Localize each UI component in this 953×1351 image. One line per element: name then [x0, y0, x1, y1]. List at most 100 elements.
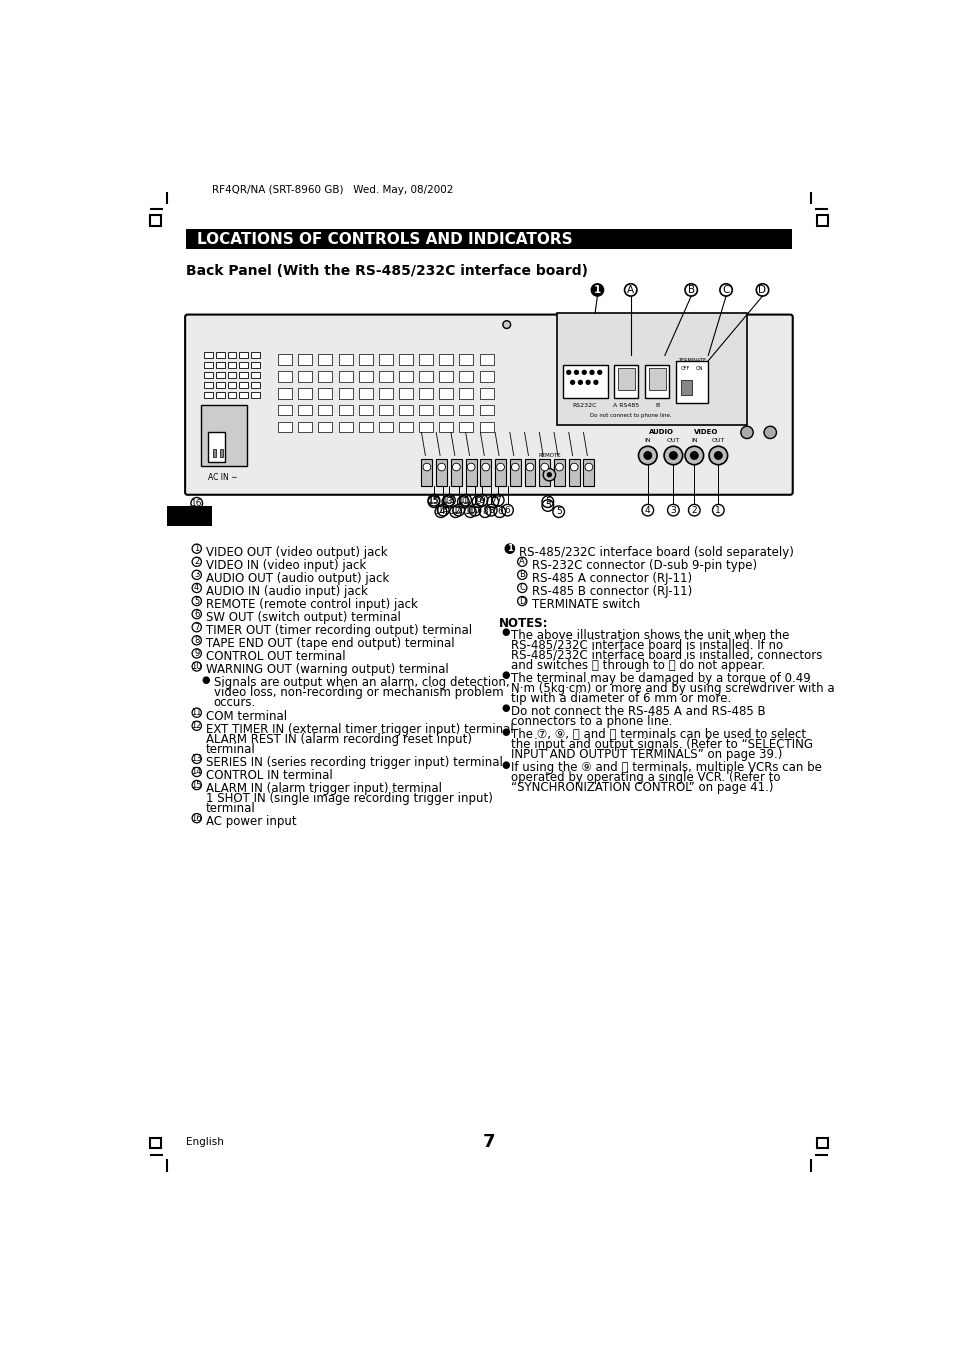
Circle shape: [555, 463, 562, 471]
Text: 5: 5: [544, 497, 550, 507]
Bar: [358, 354, 373, 365]
Bar: [358, 422, 373, 432]
Bar: [338, 422, 353, 432]
Bar: [167, 507, 212, 527]
Bar: [228, 372, 236, 378]
Bar: [816, 1138, 827, 1148]
Bar: [216, 392, 224, 397]
Circle shape: [437, 463, 445, 471]
Text: 8: 8: [193, 636, 199, 644]
Bar: [150, 1138, 161, 1148]
Bar: [398, 422, 413, 432]
Text: TAPE END OUT (tape end output) terminal: TAPE END OUT (tape end output) terminal: [206, 638, 455, 650]
Text: D: D: [518, 597, 525, 605]
Text: OUT: OUT: [666, 438, 679, 443]
Bar: [204, 351, 213, 358]
Bar: [378, 405, 393, 416]
Bar: [338, 388, 353, 399]
Text: 8: 8: [481, 507, 487, 516]
Text: 1: 1: [715, 505, 720, 515]
Text: C: C: [721, 285, 729, 295]
Text: 9: 9: [193, 648, 199, 658]
Bar: [648, 369, 665, 390]
Text: terminal: terminal: [206, 743, 255, 755]
Text: 1 SHOT IN (single image recording trigger input): 1 SHOT IN (single image recording trigge…: [206, 792, 493, 805]
Text: video loss, non-recording or mechanism problem: video loss, non-recording or mechanism p…: [213, 686, 503, 700]
Text: REMOTE (remote control input) jack: REMOTE (remote control input) jack: [206, 598, 417, 611]
Text: SW OUT (switch output) terminal: SW OUT (switch output) terminal: [206, 611, 400, 624]
Bar: [398, 354, 413, 365]
Bar: [239, 381, 248, 388]
Bar: [251, 372, 259, 378]
Circle shape: [643, 451, 651, 459]
Bar: [465, 459, 476, 486]
Bar: [439, 405, 453, 416]
Bar: [568, 459, 579, 486]
Bar: [439, 422, 453, 432]
Text: AC IN ∼: AC IN ∼: [208, 473, 237, 481]
Circle shape: [598, 370, 601, 374]
Bar: [239, 372, 248, 378]
Text: 6: 6: [497, 507, 502, 516]
Bar: [251, 351, 259, 358]
Text: 4: 4: [644, 505, 650, 515]
Text: 3: 3: [193, 570, 199, 580]
Bar: [204, 372, 213, 378]
Text: 13: 13: [192, 754, 202, 763]
Text: A RS485: A RS485: [613, 403, 639, 408]
Circle shape: [591, 284, 603, 296]
Text: OUT: OUT: [711, 438, 724, 443]
Text: 2: 2: [193, 557, 199, 566]
Circle shape: [594, 381, 598, 384]
Text: 11: 11: [192, 708, 202, 717]
Bar: [418, 405, 433, 416]
Bar: [459, 405, 473, 416]
Bar: [436, 459, 447, 486]
Text: 1: 1: [593, 285, 600, 295]
Circle shape: [502, 320, 510, 328]
Text: 16: 16: [191, 499, 202, 508]
Text: CONTROL OUT terminal: CONTROL OUT terminal: [206, 650, 345, 663]
Bar: [418, 422, 433, 432]
Text: 11: 11: [459, 496, 471, 505]
Text: 6: 6: [193, 609, 199, 619]
Text: C: C: [518, 584, 525, 593]
Bar: [338, 354, 353, 365]
Text: SERIES IN (series recording trigger input) terminal: SERIES IN (series recording trigger inpu…: [206, 755, 502, 769]
FancyBboxPatch shape: [185, 315, 792, 494]
Bar: [318, 422, 332, 432]
Bar: [421, 459, 432, 486]
Text: RS-232C connector (D-sub 9-pin type): RS-232C connector (D-sub 9-pin type): [531, 559, 756, 571]
Text: 16: 16: [192, 813, 202, 823]
Text: RS-485/232C interface board is installed, connectors: RS-485/232C interface board is installed…: [511, 648, 821, 662]
Bar: [538, 459, 550, 486]
Bar: [204, 362, 213, 367]
Circle shape: [763, 426, 776, 439]
Bar: [278, 405, 292, 416]
Text: tip with a diameter of 6 mm or more.: tip with a diameter of 6 mm or more.: [511, 692, 731, 705]
Text: REMOTE: REMOTE: [537, 453, 560, 458]
Bar: [251, 381, 259, 388]
Circle shape: [684, 446, 703, 465]
Bar: [675, 361, 707, 403]
Text: 15: 15: [192, 781, 202, 789]
Bar: [479, 422, 493, 432]
Bar: [583, 459, 594, 486]
Text: 13: 13: [443, 496, 455, 505]
Bar: [200, 405, 247, 466]
Text: A: A: [518, 557, 524, 566]
Text: 14: 14: [435, 507, 446, 516]
Circle shape: [452, 463, 459, 471]
Text: 12: 12: [450, 507, 461, 516]
Text: AUDIO OUT (audio output) jack: AUDIO OUT (audio output) jack: [206, 571, 389, 585]
Circle shape: [540, 463, 548, 471]
Text: 10: 10: [192, 662, 202, 671]
Bar: [216, 381, 224, 388]
Text: TERMINATE: TERMINATE: [678, 358, 705, 362]
Bar: [617, 369, 634, 390]
Bar: [439, 388, 453, 399]
Circle shape: [574, 370, 578, 374]
Bar: [251, 392, 259, 397]
Bar: [554, 459, 564, 486]
Bar: [278, 354, 292, 365]
